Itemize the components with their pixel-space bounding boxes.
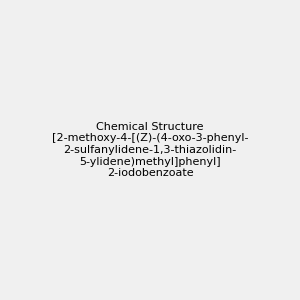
Text: Chemical Structure
[2-methoxy-4-[(Z)-(4-oxo-3-phenyl-
2-sulfanylidene-1,3-thiazo: Chemical Structure [2-methoxy-4-[(Z)-(4-… bbox=[52, 122, 248, 178]
